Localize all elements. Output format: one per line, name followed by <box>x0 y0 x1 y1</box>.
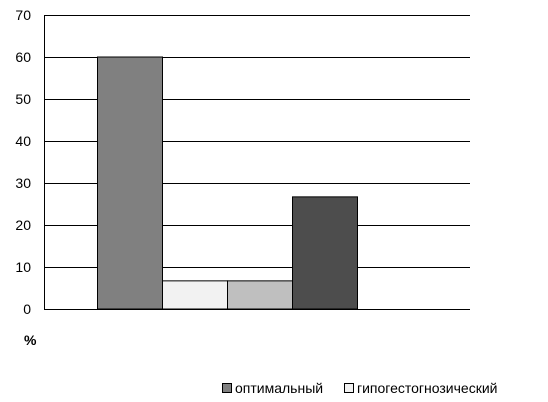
y-tick-label: 70 <box>15 7 31 23</box>
bar <box>162 280 228 310</box>
legend-label: оптимальный <box>235 380 323 396</box>
y-tick-label: 50 <box>15 91 31 107</box>
y-tick-label: 40 <box>15 133 31 149</box>
legend: оптимальный гипогестогнозический <box>222 380 497 396</box>
legend-swatch <box>222 383 232 393</box>
bar <box>97 56 163 310</box>
y-axis: 0 10 20 30 40 50 60 70 <box>15 7 45 317</box>
y-tick-label: 0 <box>23 301 31 317</box>
y-tick-label: 10 <box>15 259 31 275</box>
legend-swatch <box>344 383 354 393</box>
y-tick-label: 20 <box>15 217 31 233</box>
y-tick-label: 60 <box>15 49 31 65</box>
bars <box>97 56 358 310</box>
legend-item: оптимальный <box>222 380 323 396</box>
legend-item: гипогестогнозический <box>344 380 497 396</box>
y-unit-label: % <box>24 332 37 348</box>
bar <box>292 196 358 310</box>
bar <box>227 280 293 310</box>
y-tick-label: 30 <box>15 175 31 191</box>
legend-label: гипогестогнозический <box>357 380 497 396</box>
